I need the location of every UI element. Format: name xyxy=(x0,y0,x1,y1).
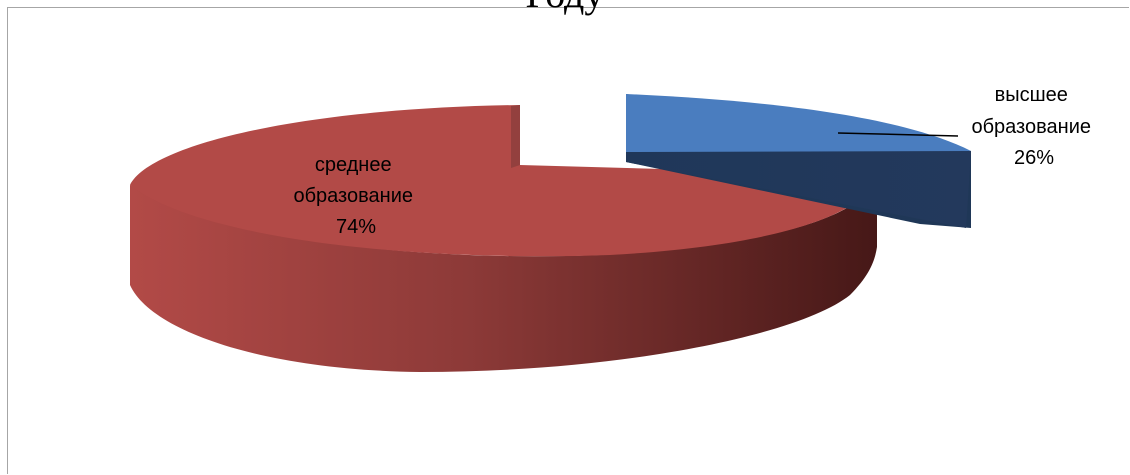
chart-title: Году xyxy=(0,0,1130,14)
label-secondary-education: среднее образование 74% xyxy=(293,154,418,238)
label-higher-education-percent: 26% xyxy=(1014,147,1054,169)
leader-line xyxy=(837,132,959,137)
label-secondary-education-percent: 74% xyxy=(336,216,376,238)
slice-higher-education-top xyxy=(626,94,971,152)
label-higher-education-line1: высшее xyxy=(995,84,1068,106)
label-secondary-education-line2: образование xyxy=(293,185,413,207)
label-higher-education-line2: образование xyxy=(971,116,1091,138)
label-higher-education: высшее образование 26% xyxy=(971,84,1096,169)
label-secondary-education-line1: среднее xyxy=(315,154,392,176)
slice-secondary-education-side xyxy=(130,180,877,372)
slice-higher-education xyxy=(626,94,971,228)
slice-secondary-education xyxy=(130,105,877,372)
chart-frame xyxy=(7,7,1129,474)
slice-secondary-education-inner xyxy=(511,105,520,168)
slice-secondary-education-top xyxy=(130,105,877,257)
